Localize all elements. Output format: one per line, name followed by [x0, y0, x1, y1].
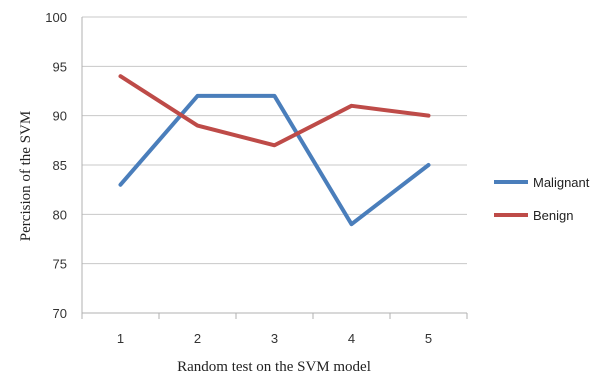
y-tick-label: 80 [53, 207, 67, 222]
y-tick-label: 85 [53, 158, 67, 173]
y-tick-labels: 70 75 80 85 90 95 100 [45, 10, 67, 321]
gridlines [82, 16, 467, 314]
series-lines [118, 74, 431, 227]
y-tick-label: 70 [53, 306, 67, 321]
x-tick-label: 3 [271, 331, 278, 346]
legend: Malignant Benign [494, 175, 590, 223]
y-tick-label: 75 [53, 257, 67, 272]
x-tick-label: 4 [348, 331, 355, 346]
y-tick-label: 90 [53, 109, 67, 124]
series-line-benign [118, 74, 431, 148]
x-axis [81, 17, 468, 319]
legend-label-benign: Benign [533, 208, 573, 223]
x-axis-title: Random test on the SVM model [177, 359, 371, 375]
y-tick-label: 100 [45, 10, 67, 25]
x-tick-label: 1 [117, 331, 124, 346]
y-tick-label: 95 [53, 59, 67, 74]
series-line-malignant [118, 93, 431, 227]
x-tick-label: 5 [425, 331, 432, 346]
x-tick-label: 2 [194, 331, 201, 346]
legend-label-malignant: Malignant [533, 175, 590, 190]
x-tick-labels: 1 2 3 4 5 [117, 331, 432, 346]
y-axis-title: Percision of the SVM [18, 111, 34, 241]
